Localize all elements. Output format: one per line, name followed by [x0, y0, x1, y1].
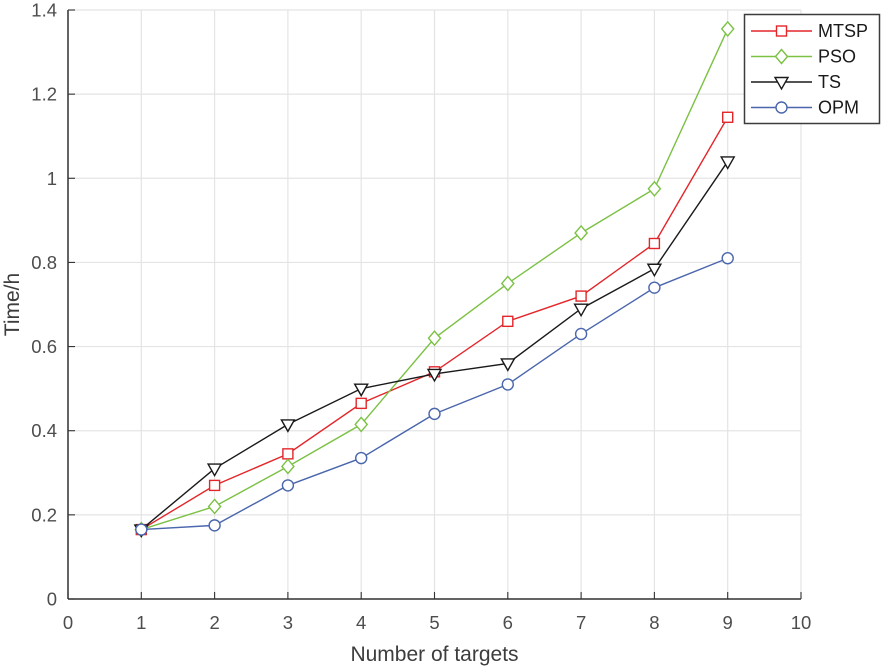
x-tick-label: 9 [723, 612, 733, 633]
legend-marker-circle-icon [775, 101, 788, 114]
data-point-PSO [354, 416, 369, 433]
data-point-MTSP [502, 315, 514, 328]
data-point-MTSP [722, 111, 734, 123]
data-point-PSO [207, 498, 222, 515]
y-tick-label: 0.6 [31, 336, 57, 357]
tick-marks [67, 9, 802, 600]
data-point-TS [426, 368, 443, 383]
legend-marker-triangle-down-icon [773, 76, 790, 91]
y-tick-label: 0.8 [31, 252, 57, 273]
x-tick-label: 1 [136, 612, 146, 633]
data-point-OPM [648, 281, 661, 294]
tick-labels: 0 1 2 3 4 5 6 7 8 9 10 0 0.2 0.4 0.6 0.8 1 1.2 1.4 [31, 0, 811, 633]
x-tick-label: 3 [283, 612, 293, 633]
x-tick-label: 10 [791, 612, 812, 633]
legend-label: OPM [818, 98, 859, 118]
legend-marker-diamond-icon [774, 48, 789, 65]
x-tick-label: 6 [503, 612, 513, 633]
legend-marker-square-icon [775, 25, 788, 37]
legend-label: MTSP [818, 21, 868, 41]
data-point-OPM [501, 378, 514, 391]
legend-entry-TS: TS [751, 72, 841, 92]
data-point-PSO [720, 20, 735, 38]
legend-entry-MTSP: MTSP [751, 21, 868, 41]
legend-entry-OPM: OPM [751, 98, 859, 118]
x-tick-label: 2 [209, 612, 219, 633]
data-point-PSO [574, 224, 589, 242]
data-point-OPM [208, 519, 221, 532]
data-point-PSO [500, 275, 515, 292]
grid [67, 9, 802, 600]
legend: MTSP PSO TS OPM [743, 13, 881, 125]
x-axis-title: Number of targets [350, 643, 518, 666]
data-point-TS [500, 358, 516, 372]
y-tick-label: 0.4 [31, 420, 57, 441]
y-tick-label: 0.2 [31, 504, 57, 525]
data-point-OPM [355, 451, 368, 465]
legend-label: TS [818, 72, 841, 92]
data-point-OPM [721, 252, 734, 265]
data-point-OPM [574, 327, 588, 341]
data-point-TS [573, 303, 589, 318]
x-tick-label: 8 [649, 612, 659, 633]
legend-entry-PSO: PSO [751, 47, 856, 67]
data-point-TS [720, 156, 736, 170]
data-point-TS [353, 383, 369, 398]
data-point-MTSP [355, 397, 367, 410]
x-tick-label: 4 [356, 612, 366, 633]
y-tick-label: 1.2 [31, 84, 57, 105]
data-point-MTSP [208, 479, 221, 492]
legend-label: PSO [818, 47, 856, 67]
y-tick-label: 0 [47, 589, 57, 610]
data-point-TS [280, 419, 296, 433]
data-point-MTSP [575, 290, 587, 302]
x-tick-label: 7 [576, 612, 586, 633]
data-point-PSO [647, 180, 662, 197]
data-point-MTSP [282, 448, 294, 460]
series-OPM [135, 252, 734, 536]
data-point-OPM [281, 479, 295, 492]
data-point-PSO [427, 330, 442, 347]
y-tick-label: 1.4 [31, 0, 57, 21]
data-point-OPM [428, 407, 441, 421]
data-point-OPM [135, 523, 148, 536]
x-tick-label: 5 [429, 612, 439, 633]
y-tick-label: 1 [47, 168, 57, 189]
data-point-TS [646, 263, 663, 278]
y-axis-title: Time/h [1, 273, 24, 336]
data-point-TS [206, 463, 223, 478]
data-point-MTSP [648, 237, 661, 250]
data-point-PSO [280, 458, 295, 475]
legend-box [743, 13, 881, 125]
x-tick-label: 0 [63, 612, 73, 633]
